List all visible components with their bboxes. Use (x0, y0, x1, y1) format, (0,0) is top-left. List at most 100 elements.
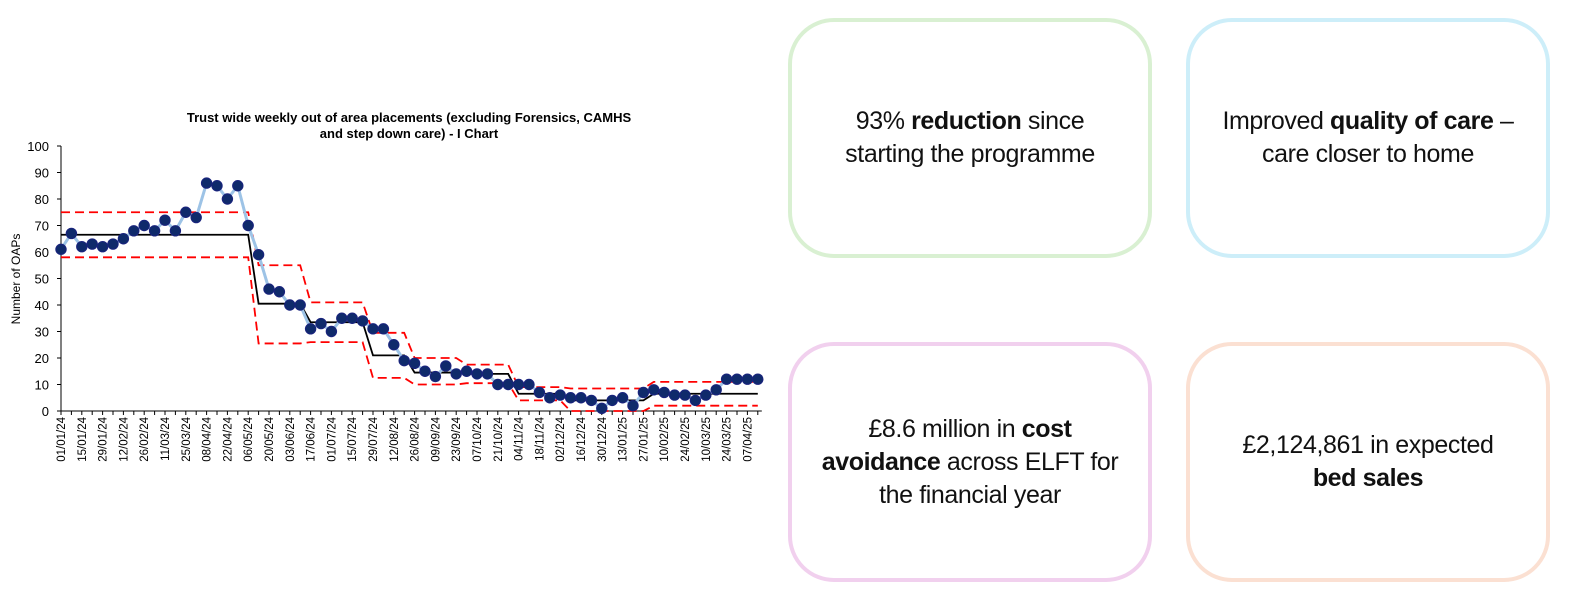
x-tick-label: 11/03/24 (160, 416, 172, 461)
data-point (76, 241, 88, 253)
x-tick-label: 13/01/25 (618, 417, 630, 462)
data-point (471, 368, 483, 380)
x-tick-label: 24/02/25 (680, 417, 692, 462)
data-point (419, 365, 431, 377)
x-tick-label: 22/04/24 (222, 416, 234, 461)
data-point (128, 225, 140, 237)
data-point (221, 193, 234, 205)
data-point (169, 225, 182, 237)
data-point (211, 180, 223, 192)
card-text-part: across ELFT for the financial year (879, 447, 1119, 509)
x-tick-label: 26/08/24 (410, 416, 422, 461)
data-point (668, 389, 681, 401)
data-point (263, 283, 275, 295)
card-text-part: – care closer to home (1262, 107, 1514, 168)
card-text-bold: bed sales (1312, 464, 1424, 492)
data-point (190, 211, 202, 224)
x-tick-label: 26/02/24 (139, 416, 151, 461)
data-point (315, 317, 327, 330)
chart-title: Trust wide weekly out of area placements… (187, 110, 632, 125)
data-point (554, 389, 566, 401)
card-text-part: £8.6 million in (868, 414, 1022, 443)
data-point (502, 378, 514, 391)
x-tick-label: 01/07/24 (326, 416, 338, 461)
data-point (492, 378, 504, 391)
x-tick-label: 29/01/24 (98, 416, 110, 461)
x-tick-label: 09/09/24 (430, 416, 442, 461)
data-point (304, 323, 317, 335)
y-tick-label: 80 (35, 192, 49, 207)
data-point (96, 241, 109, 253)
card-text: £2,124,861 in expected bed sales (1242, 429, 1494, 495)
x-tick-label: 10/03/25 (701, 417, 713, 462)
card-text-part: since starting the programme (845, 107, 1095, 168)
data-point (627, 400, 639, 412)
card-text-bold: cost avoidance (821, 414, 1072, 476)
data-point (346, 312, 358, 324)
data-point (336, 312, 348, 324)
chart-title: and step down care) - I Chart (320, 126, 499, 141)
data-point (284, 299, 296, 311)
data-point (637, 386, 650, 399)
data-point (107, 238, 119, 250)
y-axis-label: Number of OAPs (9, 234, 23, 325)
data-point (200, 177, 213, 189)
data-point (65, 227, 78, 240)
data-point (700, 389, 712, 401)
data-point (658, 386, 670, 399)
data-point (159, 214, 171, 226)
x-tick-label: 16/12/24 (576, 416, 588, 461)
data-point (180, 206, 192, 218)
data-point (252, 248, 265, 261)
x-tick-label: 21/10/24 (493, 416, 505, 461)
data-point (741, 373, 754, 385)
data-point (720, 373, 733, 385)
mean-line (61, 233, 758, 402)
card-text-bold: quality of care (1330, 107, 1494, 135)
data-point (564, 392, 577, 404)
data-point (232, 180, 244, 192)
card-reduction: 93% reduction since starting the program… (788, 18, 1152, 258)
card-cost-avoidance: £8.6 million in cost avoidance across EL… (788, 342, 1152, 582)
data-point (460, 365, 473, 377)
data-point (481, 368, 494, 380)
x-tick-label: 20/05/24 (264, 416, 276, 461)
data-point (242, 219, 254, 232)
data-point (148, 225, 161, 237)
data-point (388, 339, 400, 351)
y-tick-label: 20 (35, 351, 49, 366)
y-tick-label: 40 (35, 298, 49, 313)
y-tick-label: 90 (35, 166, 49, 181)
data-point (356, 315, 369, 327)
x-tick-label: 17/06/24 (306, 416, 318, 461)
data-point (523, 378, 535, 391)
y-tick-label: 100 (27, 139, 49, 154)
x-tick-label: 15/01/24 (77, 416, 89, 461)
x-tick-label: 08/04/24 (202, 416, 214, 461)
data-point (377, 323, 390, 335)
lower-control-limit (61, 256, 758, 412)
y-tick-label: 70 (35, 219, 49, 234)
data-point (273, 286, 286, 298)
data-point (294, 299, 306, 311)
data-point (440, 360, 452, 372)
card-text: 93% reduction since starting the program… (814, 105, 1126, 171)
x-tick-label: 01/01/24 (56, 416, 68, 461)
data-point (512, 378, 525, 391)
data-point (596, 402, 608, 415)
data-point (429, 370, 442, 383)
x-tick-label: 24/03/25 (722, 417, 734, 462)
card-text-part: 93% (855, 107, 912, 135)
data-point (117, 233, 130, 245)
data-point (679, 389, 691, 401)
y-tick-label: 60 (35, 245, 49, 260)
x-tick-label: 02/12/24 (555, 416, 567, 461)
x-tick-label: 07/10/24 (472, 416, 484, 461)
data-point (544, 392, 556, 404)
x-tick-label: 23/09/24 (451, 416, 463, 461)
data-point (731, 373, 743, 385)
y-tick-label: 30 (35, 325, 49, 340)
x-tick-label: 12/08/24 (389, 416, 401, 461)
i-chart: Trust wide weekly out of area placements… (9, 110, 764, 462)
y-tick-label: 50 (35, 272, 49, 287)
